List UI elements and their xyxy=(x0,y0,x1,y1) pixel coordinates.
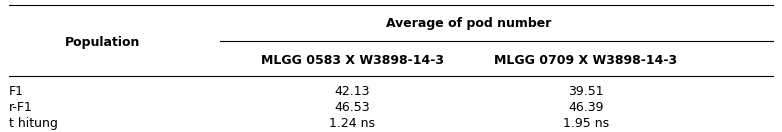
Text: Average of pod number: Average of pod number xyxy=(386,17,551,30)
Text: Population: Population xyxy=(65,36,141,49)
Text: 1.95 ns: 1.95 ns xyxy=(563,117,609,130)
Text: 39.51: 39.51 xyxy=(568,85,604,98)
Text: r-F1: r-F1 xyxy=(9,101,33,114)
Text: t hitung: t hitung xyxy=(9,117,58,130)
Text: 46.53: 46.53 xyxy=(334,101,370,114)
Text: 46.39: 46.39 xyxy=(568,101,604,114)
Text: 1.24 ns: 1.24 ns xyxy=(329,117,375,130)
Text: MLGG 0583 X W3898-14-3: MLGG 0583 X W3898-14-3 xyxy=(260,54,443,67)
Text: F1: F1 xyxy=(9,85,24,98)
Text: 42.13: 42.13 xyxy=(334,85,370,98)
Text: MLGG 0709 X W3898-14-3: MLGG 0709 X W3898-14-3 xyxy=(494,54,677,67)
